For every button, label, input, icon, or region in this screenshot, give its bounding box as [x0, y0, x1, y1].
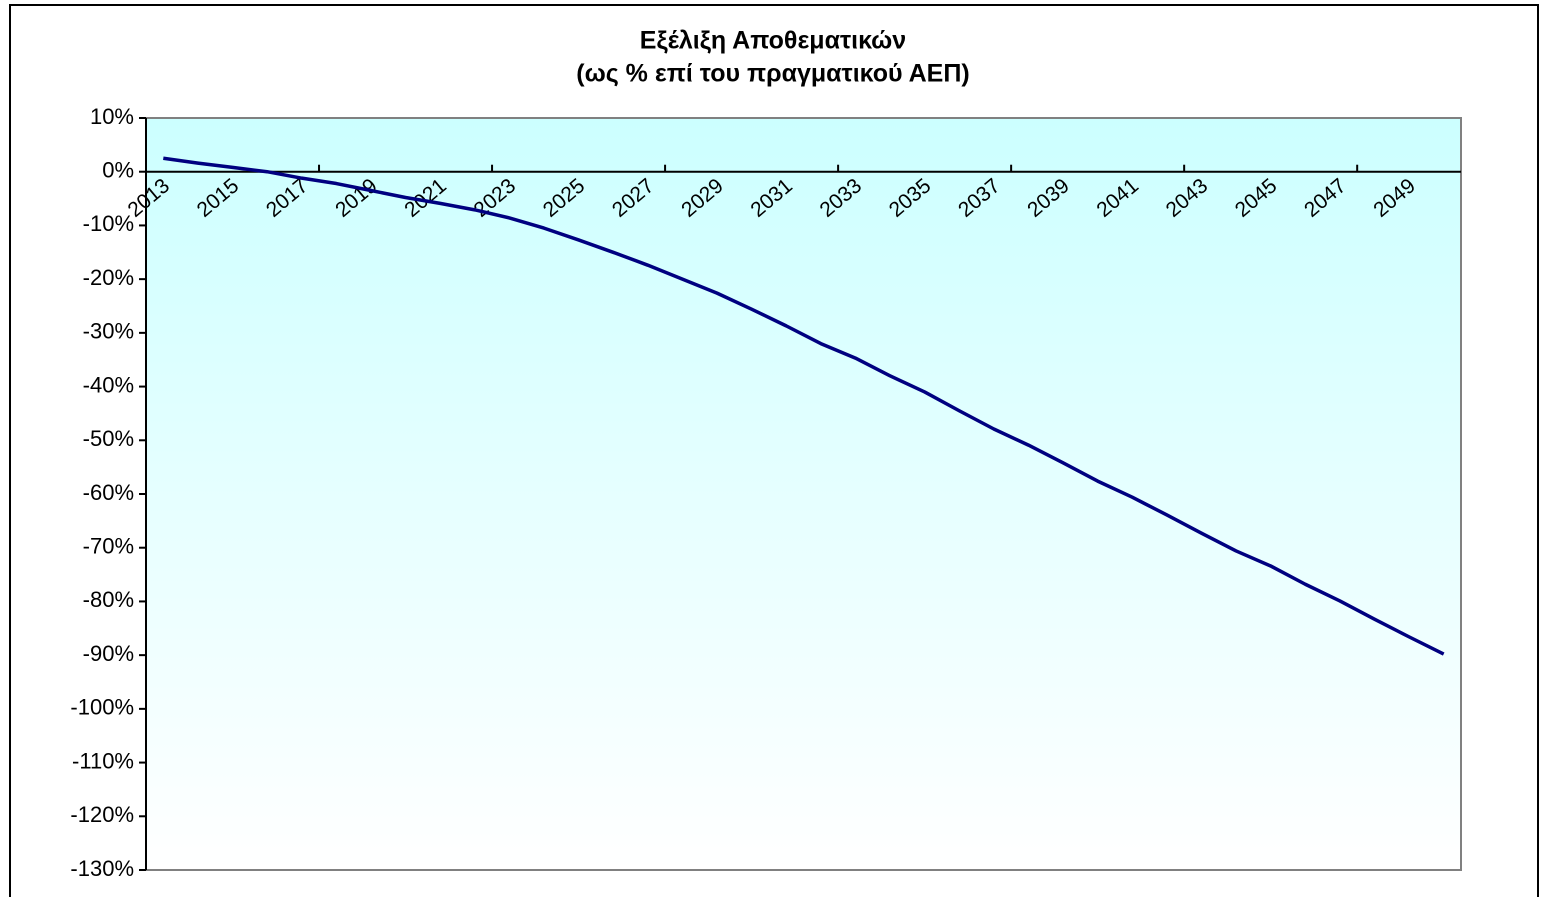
- series-line: [163, 156, 1445, 656]
- y-tick-label: -90%: [83, 641, 134, 666]
- y-tick-label: -30%: [83, 319, 134, 344]
- y-tick-label: -60%: [83, 480, 134, 505]
- y-tick-label: -80%: [83, 587, 134, 612]
- y-tick-label: 10%: [90, 104, 134, 129]
- y-tick-label: -120%: [70, 802, 134, 827]
- y-tick-label: -40%: [83, 372, 134, 397]
- y-tick-label: -130%: [70, 856, 134, 881]
- y-tick-label: -10%: [83, 211, 134, 236]
- y-tick-label: -70%: [83, 534, 134, 559]
- y-tick-label: -20%: [83, 265, 134, 290]
- plot-area: [145, 117, 1462, 871]
- y-tick-label: 0%: [102, 158, 134, 183]
- y-tick-label: -100%: [70, 695, 134, 720]
- y-tick-label: -110%: [72, 748, 134, 773]
- y-tick-label: -50%: [83, 426, 134, 451]
- chart-subtitle: (ως % επί του πραγματικού ΑΕΠ): [576, 60, 969, 88]
- chart-title: Εξέλιξη Αποθεματικών: [640, 27, 906, 55]
